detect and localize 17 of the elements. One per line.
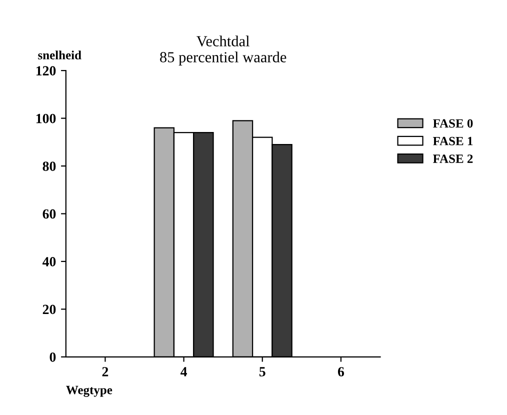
x-tick-label: 6 bbox=[338, 367, 344, 376]
legend-label: FASE 2 bbox=[433, 154, 473, 163]
y-tick-label: 0 bbox=[50, 352, 56, 362]
y-tick-label: 60 bbox=[42, 209, 56, 219]
x-tick-label: 2 bbox=[102, 367, 108, 376]
y-tick-label: 100 bbox=[36, 114, 56, 124]
y-tick-label: 40 bbox=[42, 257, 56, 266]
y-tick-label: 120 bbox=[36, 66, 56, 76]
x-tick-label: 5 bbox=[259, 367, 266, 376]
x-tick-label: 4 bbox=[180, 367, 187, 376]
y-axis-title: snelheid bbox=[38, 50, 82, 60]
y-tick-label: 20 bbox=[42, 304, 56, 314]
x-axis-title: Wegtype bbox=[66, 386, 112, 397]
chart-title: Vechtdal 85 percentiel waarde bbox=[160, 36, 286, 66]
y-tick-label: 80 bbox=[42, 162, 56, 171]
legend-label: FASE 1 bbox=[433, 136, 473, 146]
legend-label: FASE 0 bbox=[433, 119, 473, 128]
